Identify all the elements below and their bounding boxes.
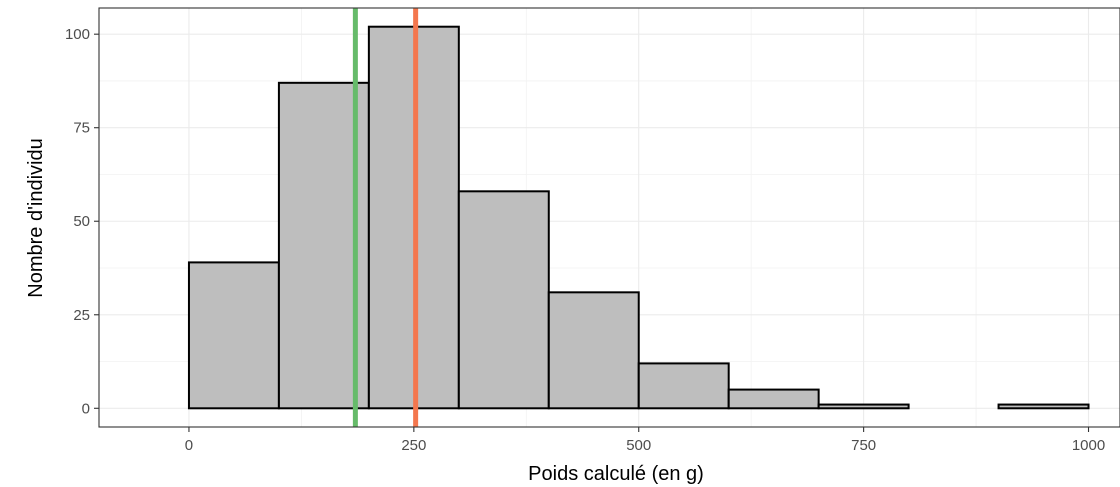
y-axis-title: Nombre d'individu — [25, 138, 47, 297]
histogram-bar-6 — [637, 362, 730, 410]
axis-ticks — [94, 33, 1090, 432]
x-tick-label: 500 — [626, 437, 651, 454]
y-tick-label: 75 — [73, 120, 90, 137]
axis-tick-labels: 0 250 500 750 1000 0 25 50 75 100 — [65, 26, 1105, 454]
y-tick-label: 50 — [73, 213, 90, 230]
histogram-bar-10 — [997, 403, 1090, 410]
histogram-bar-1 — [187, 261, 280, 410]
x-tick-label: 1000 — [1072, 437, 1105, 454]
x-tick-label: 750 — [851, 437, 876, 454]
histogram-bar-8 — [817, 403, 910, 410]
y-tick-label: 100 — [65, 26, 90, 43]
y-tick-label: 25 — [73, 307, 90, 324]
panel-border — [98, 7, 1120, 428]
x-tick-label: 0 — [185, 437, 193, 454]
histogram-bar-7 — [727, 388, 820, 410]
y-tick-label: 0 — [82, 400, 90, 417]
histogram-bar-4 — [457, 190, 550, 410]
reference-lines — [352, 8, 419, 427]
x-axis-title: Poids calculé (en g) — [528, 463, 704, 485]
x-tick-label: 250 — [401, 437, 426, 454]
histogram-bar-5 — [547, 291, 640, 410]
